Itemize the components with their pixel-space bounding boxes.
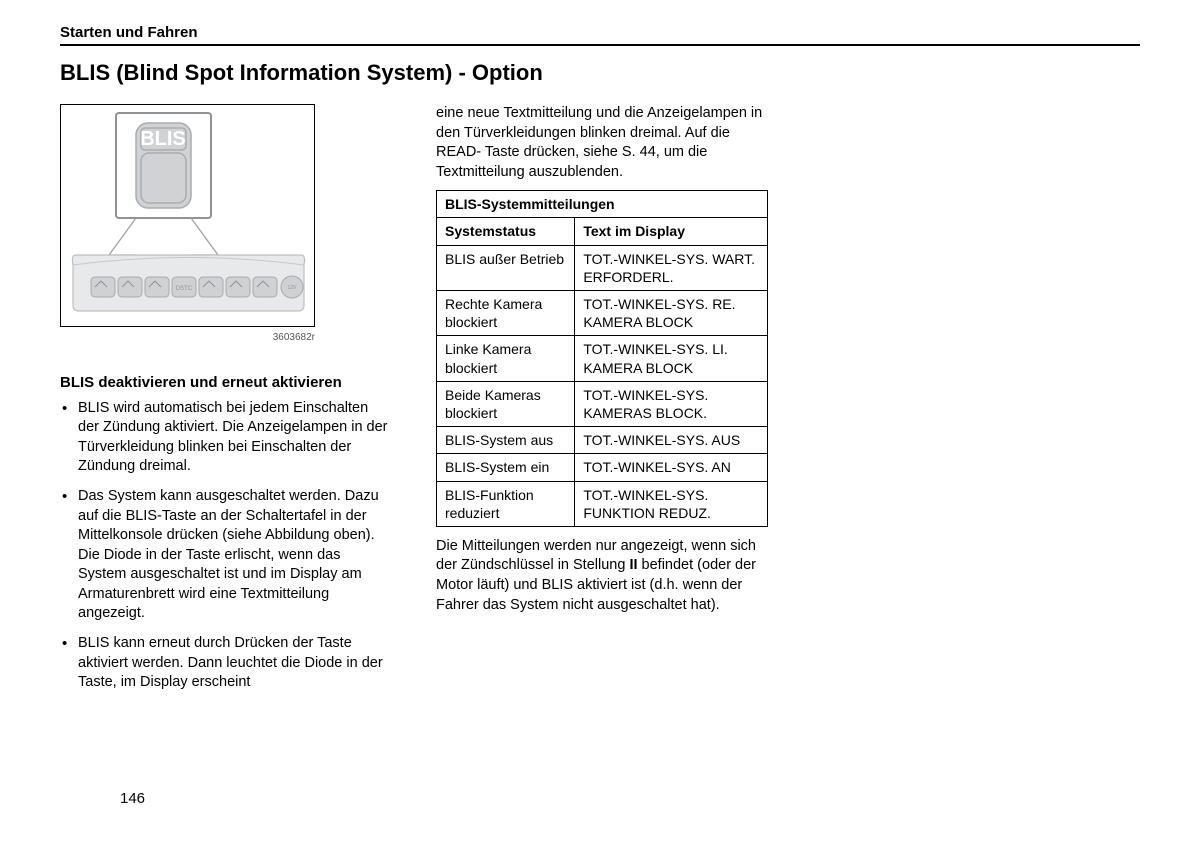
column-1: BLIS [60, 104, 392, 703]
column-3 [812, 104, 1144, 703]
list-item: BLIS kann erneut durch Drücken der Taste… [60, 634, 392, 693]
bullet-list: BLIS wird automatisch bei jedem Einschal… [60, 399, 392, 693]
running-header: Starten und Fahren [60, 24, 1140, 46]
table-row: Beide Kameras blockiertTOT.-WINKEL-SYS. … [437, 381, 768, 426]
table-row: BLIS-System einTOT.-WINKEL-SYS. AN [437, 454, 768, 481]
figure-caption: 3603682r [60, 331, 315, 345]
blis-button-label: BLIS [140, 128, 186, 150]
svg-text:DSTC: DSTC [176, 286, 193, 292]
page-title: BLIS (Blind Spot Information System) - O… [60, 60, 1140, 86]
page-number: 146 [120, 790, 145, 807]
table-header-display: Text im Display [575, 218, 768, 245]
table-row: BLIS-Funktion reduziertTOT.-WINKEL-SYS. … [437, 481, 768, 526]
table-header-status: Systemstatus [437, 218, 575, 245]
continuation-paragraph: eine neue Textmitteilung und die Anzeige… [436, 104, 768, 182]
section-subhead: BLIS deaktivieren und erneut aktivieren [60, 373, 392, 393]
column-2: eine neue Textmitteilung und die Anzeige… [436, 104, 768, 703]
svg-text:12V: 12V [288, 285, 298, 291]
content-columns: BLIS [60, 104, 1140, 703]
blis-messages-table: BLIS-Systemmitteilungen Systemstatus Tex… [436, 190, 768, 527]
table-row: BLIS-System ausTOT.-WINKEL-SYS. AUS [437, 427, 768, 454]
table-row: Rechte Kamera blockiertTOT.-WINKEL-SYS. … [437, 291, 768, 336]
table-row: Linke Kamera blockiertTOT.-WINKEL-SYS. L… [437, 336, 768, 381]
list-item: Das System kann ausgeschaltet werden. Da… [60, 487, 392, 624]
note-paragraph: Die Mitteilungen werden nur angezeigt, w… [436, 537, 768, 615]
table-row: BLIS außer BetriebTOT.-WINKEL-SYS. WART.… [437, 245, 768, 290]
list-item: BLIS wird automatisch bei jedem Einschal… [60, 399, 392, 477]
blis-button-figure: BLIS [60, 104, 315, 327]
table-title: BLIS-Systemmitteilungen [437, 191, 768, 218]
